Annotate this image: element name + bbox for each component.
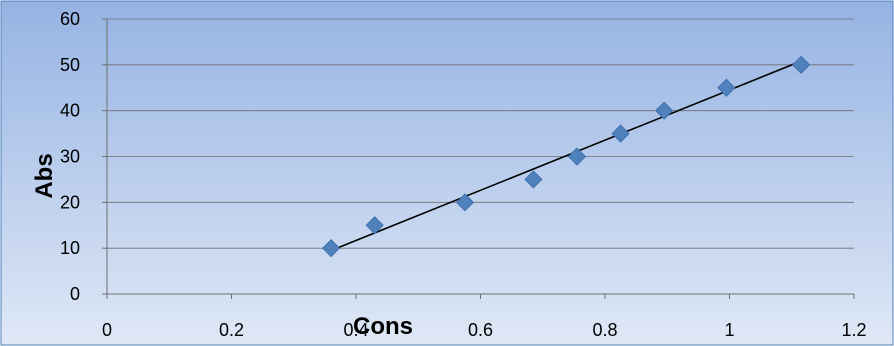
x-tick-label: 1: [724, 320, 734, 340]
x-tick-label: 1.2: [841, 320, 866, 340]
y-tick-label: 0: [70, 284, 80, 304]
axes: [102, 18, 855, 299]
x-axis-title: Cons: [353, 313, 413, 340]
y-tick-label: 10: [60, 238, 80, 258]
data-point: [717, 78, 736, 97]
y-tick-label: 50: [60, 55, 80, 75]
data-point: [322, 239, 341, 258]
x-tick-labels: 0 0.2 0.4 0.6 0.8 1 1.2: [102, 320, 867, 340]
x-tick-label: 0.6: [468, 320, 493, 340]
y-tick-label: 30: [60, 147, 80, 167]
data-point: [524, 170, 543, 189]
data-point: [567, 147, 587, 166]
y-axis-title: Abs: [31, 153, 58, 198]
y-tick-label: 40: [60, 101, 80, 121]
data-point: [455, 193, 475, 212]
data-point: [611, 124, 630, 143]
x-tick-label: 0: [102, 320, 112, 340]
data-point: [655, 101, 674, 120]
y-tick-label: 60: [60, 9, 80, 29]
x-tick-label: 0.4: [343, 320, 368, 340]
y-tick-labels: 0 10 20 30 40 50 60: [60, 9, 80, 304]
gridlines: [107, 18, 854, 249]
data-point: [365, 216, 384, 235]
x-tick-label: 0.8: [592, 320, 617, 340]
x-tick-label: 0.2: [219, 320, 244, 340]
y-tick-label: 20: [60, 192, 80, 212]
data-point: [792, 55, 811, 74]
data-points: [322, 55, 811, 258]
